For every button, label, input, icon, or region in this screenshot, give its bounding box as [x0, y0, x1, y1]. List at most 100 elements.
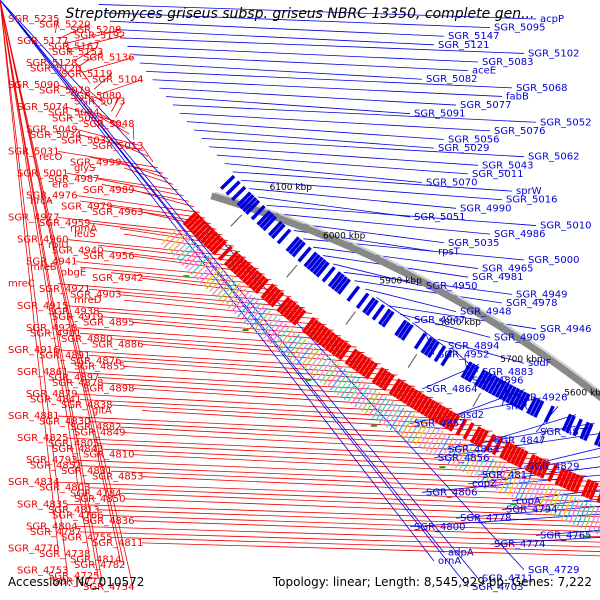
gene-label: SGR_5235 [8, 14, 60, 25]
feature-band [592, 512, 600, 533]
genome-stats-label: Topology: linear; Length: 8,545,929 bp; … [272, 575, 592, 589]
label-connector-line [257, 196, 411, 218]
reverse-gene-block [219, 174, 236, 190]
backbone-highlight [214, 191, 600, 393]
feature-band [541, 487, 554, 512]
feature-band [209, 272, 228, 293]
feature-band [418, 424, 433, 448]
label-connector-line [57, 349, 389, 370]
forward-gene-block [248, 272, 263, 289]
reverse-gene-block [346, 285, 361, 302]
feature-band [576, 502, 588, 527]
forward-gene-block [276, 296, 291, 313]
gene-label: SGR_4965 [482, 264, 534, 275]
gene-label: recO [39, 152, 63, 163]
gene-label: SGR_4928 [26, 323, 78, 334]
label-connector-line [110, 470, 600, 493]
gene-label: SGR_5079 [39, 86, 91, 97]
gene-label: SGR_4853 [92, 472, 144, 483]
feature-band [357, 387, 374, 410]
gene-label: SGR_4770 [8, 543, 60, 554]
forward-gene-block [314, 326, 329, 344]
reverse-gene-block [381, 310, 395, 328]
forward-gene-block [517, 450, 529, 469]
gene-label: rplU [48, 240, 69, 251]
label-connector-line [66, 503, 600, 523]
gene-label: mreC [8, 279, 35, 290]
reverse-gene-block [397, 321, 411, 339]
forward-gene-block [347, 350, 362, 368]
label-connector-line [119, 426, 526, 449]
gene-label: SGR_5037 [61, 135, 113, 146]
gene-label: SGR_4729 [528, 565, 580, 576]
feature-band [584, 505, 596, 530]
gene-label: sodF [528, 358, 552, 369]
gene-label: SGR_4941 [26, 257, 78, 268]
gene-label: ornA [438, 556, 461, 567]
label-connector-line [73, 46, 99, 62]
feature-band [425, 428, 440, 452]
gene-label: SGR_4948 [460, 307, 512, 318]
feature-band [184, 249, 204, 269]
label-connector-line [94, 73, 112, 90]
feature-band [393, 409, 408, 433]
gene-label: SGR_5013 [92, 141, 144, 152]
feature-band [553, 492, 565, 517]
gene-label: SGR_4947 [414, 315, 466, 326]
reverse-gene-block [259, 212, 275, 229]
reverse-gene-block [303, 251, 318, 268]
gene-label: SGR_4784 [70, 488, 122, 499]
feature-band [469, 452, 484, 477]
label-connector-line [79, 332, 365, 354]
label-connector-line [97, 509, 600, 528]
feature-band [477, 456, 491, 481]
kbp-tick-label: 5700 kbp [500, 355, 543, 365]
feature-band [484, 460, 498, 485]
gene-label: SGR_5220 [39, 20, 91, 31]
label-connector-line [399, 313, 491, 338]
feature-band [534, 483, 547, 509]
gene-label: rpmA [70, 224, 97, 235]
reverse-gene-block [288, 238, 303, 255]
feature-band [234, 294, 253, 315]
gene-label: SGR_4836 [83, 516, 135, 527]
forward-gene-block [242, 267, 257, 284]
gene-label: SGR_4909 [494, 332, 546, 343]
gene-label: SGR_4804 [26, 521, 78, 532]
gene-label: SGR_4921 [39, 284, 91, 295]
forward-gene-block [211, 239, 227, 256]
reverse-gene-block [365, 299, 379, 317]
label-connector-line [201, 137, 525, 158]
label-connector-line [66, 371, 424, 393]
reverse-gene-block [285, 236, 301, 253]
label-connector-line [0, 0, 435, 562]
gene-label: rpsT [438, 246, 461, 257]
tick-marker [183, 275, 190, 278]
label-connector-line [77, 51, 103, 67]
feature-band [289, 338, 307, 361]
gene-label: SGR_4817 [482, 470, 534, 481]
gene-label: SGR_5167 [48, 42, 100, 53]
gene-label: SGR_4882 [70, 422, 122, 433]
forward-gene-block [455, 418, 468, 436]
label-connector-line [186, 121, 445, 140]
forward-gene-block [318, 329, 332, 346]
forward-gene-block [202, 231, 219, 247]
gene-label: SGR_5080 [70, 91, 122, 102]
forward-gene-block [185, 214, 201, 230]
label-connector-line [535, 529, 600, 536]
gene-label: copA [516, 496, 541, 507]
label-connector-line [57, 283, 298, 303]
feature-band [530, 482, 543, 507]
forward-gene-block [565, 472, 577, 491]
label-connector-line [79, 399, 472, 421]
tick-marker [242, 329, 249, 332]
forward-gene-block [311, 324, 326, 341]
forward-gene-block [188, 216, 204, 233]
kbp-tick-label: 5600 kbp [564, 388, 600, 398]
forward-gene-block [269, 291, 285, 308]
gene-label: SGR_4800 [414, 522, 466, 533]
forward-gene-block [427, 401, 440, 420]
forward-gene-block [528, 455, 540, 474]
